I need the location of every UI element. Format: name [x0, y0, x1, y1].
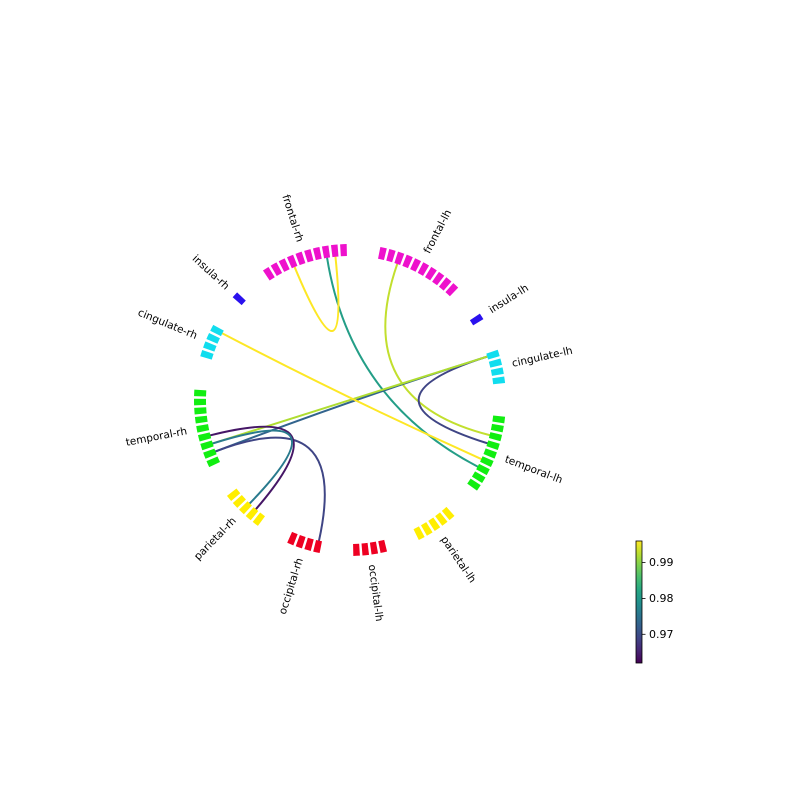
node-parietal-lh-3 [420, 522, 433, 536]
node-frontal-lh-3 [402, 254, 413, 269]
node-occipital-rh-1 [304, 537, 314, 551]
node-frontal-lh-8 [438, 277, 452, 291]
node-cingulate-rh-2 [206, 333, 220, 344]
node-temporal-lh-2 [488, 432, 503, 442]
node-occipital-rh-0 [313, 539, 322, 554]
connection-parietal-rh-temporal-rh-9 [211, 429, 293, 505]
colorbar-tick-label-2: 0.99 [649, 556, 674, 569]
node-temporal-lh-5 [480, 456, 494, 467]
node-frontal-lh-6 [425, 266, 437, 281]
connection-cingulate-lh-temporal-rh-5 [211, 355, 489, 445]
node-temporal-rh-8 [194, 389, 207, 397]
node-temporal-rh-4 [196, 424, 210, 433]
node-temporal-lh-4 [483, 448, 497, 459]
label-occipital-lh: occipital-lh [366, 564, 385, 622]
node-frontal-lh-9 [445, 283, 459, 297]
colorbar-tick-label-0: 0.97 [649, 628, 674, 641]
node-frontal-lh-2 [394, 251, 405, 266]
label-cingulate-lh: cingulate-lh [511, 345, 574, 370]
node-insula-rh-0 [232, 292, 246, 306]
label-frontal-lh: frontal-lh [422, 208, 455, 256]
node-frontal-rh-3 [286, 254, 298, 269]
connection-cingulate-rh-temporal-lh-6 [221, 332, 483, 461]
colorbar-tick-label-1: 0.98 [649, 592, 674, 605]
node-temporal-rh-0 [206, 456, 221, 468]
node-temporal-rh-7 [194, 398, 207, 406]
label-parietal-rh: parietal-rh [192, 515, 239, 563]
node-temporal-lh-3 [486, 440, 500, 450]
node-frontal-rh-7 [321, 245, 331, 259]
node-frontal-lh-5 [417, 262, 430, 276]
label-insula-lh: insula-lh [487, 282, 531, 316]
node-insula-lh-0 [469, 313, 484, 326]
node-parietal-rh-4 [226, 488, 241, 502]
labels-layer: frontal-lh insula-lh cingulate-lh temporal-… [125, 193, 574, 622]
node-frontal-rh-8 [330, 244, 339, 258]
node-temporal-rh-2 [200, 440, 214, 451]
node-parietal-lh-4 [413, 526, 425, 540]
connections-layer [209, 255, 491, 542]
connection-frontal-lh-temporal-lh-0 [384, 262, 491, 437]
node-parietal-lh-1 [435, 512, 448, 526]
connection-frontal-rh-frontal-rh-2 [293, 255, 340, 332]
connection-cingulate-lh-temporal-lh-3 [417, 355, 489, 445]
node-frontal-rh-9 [340, 244, 347, 257]
colorbar: 0.97 0.98 0.99 [635, 540, 674, 664]
node-temporal-rh-1 [203, 448, 217, 459]
node-occipital-rh-3 [287, 531, 298, 546]
node-frontal-rh-6 [312, 247, 322, 261]
node-parietal-rh-0 [252, 512, 265, 526]
node-frontal-lh-4 [410, 258, 422, 272]
node-parietal-rh-3 [232, 495, 246, 508]
node-parietal-lh-0 [441, 506, 455, 521]
colorbar-gradient [635, 540, 643, 664]
node-occipital-lh-0 [378, 539, 388, 553]
node-occipital-lh-1 [369, 541, 379, 555]
node-temporal-rh-5 [194, 415, 208, 424]
node-frontal-lh-7 [432, 271, 445, 286]
label-occipital-rh: occipital-rh [277, 557, 306, 616]
label-frontal-rh: frontal-rh [279, 193, 305, 243]
connection-occipital-rh-temporal-rh-7 [214, 436, 326, 542]
node-cingulate-rh-3 [210, 324, 224, 337]
node-frontal-rh-2 [278, 258, 290, 272]
node-occipital-lh-3 [353, 543, 360, 556]
nodes-layer [194, 244, 506, 556]
node-temporal-lh-0 [492, 415, 506, 424]
label-cingulate-rh: cingulate-rh [136, 307, 199, 342]
node-temporal-lh-7 [471, 471, 486, 483]
colorbar-ticks: 0.97 0.98 0.99 [642, 556, 674, 641]
node-temporal-rh-3 [197, 432, 212, 442]
node-temporal-lh-1 [490, 423, 504, 433]
connection-frontal-rh-temporal-lh-1 [326, 256, 479, 468]
node-parietal-lh-2 [428, 517, 441, 531]
node-frontal-rh-4 [295, 251, 306, 266]
label-temporal-rh: temporal-rh [125, 425, 188, 448]
node-temporal-rh-6 [194, 407, 207, 415]
node-cingulate-rh-0 [200, 350, 214, 360]
node-cingulate-lh-3 [492, 376, 506, 385]
node-occipital-rh-2 [295, 534, 306, 549]
node-parietal-rh-1 [245, 507, 259, 521]
node-frontal-rh-0 [262, 266, 275, 281]
label-insula-rh: insula-rh [190, 253, 232, 293]
node-cingulate-lh-2 [490, 367, 504, 376]
node-frontal-rh-5 [304, 249, 314, 263]
label-temporal-lh: temporal-lh [503, 453, 564, 486]
node-frontal-lh-0 [378, 246, 387, 261]
node-temporal-lh-6 [476, 463, 490, 476]
label-parietal-lh: parietal-lh [438, 534, 478, 585]
node-frontal-lh-1 [386, 249, 396, 263]
node-parietal-rh-2 [239, 501, 252, 515]
node-cingulate-rh-1 [203, 341, 217, 352]
node-occipital-lh-2 [361, 542, 370, 556]
connection-cingulate-lh-temporal-rh-4 [214, 355, 489, 453]
node-temporal-lh-8 [467, 478, 481, 491]
node-frontal-rh-1 [270, 262, 283, 276]
node-cingulate-lh-1 [488, 358, 503, 368]
node-cingulate-lh-0 [486, 349, 500, 360]
